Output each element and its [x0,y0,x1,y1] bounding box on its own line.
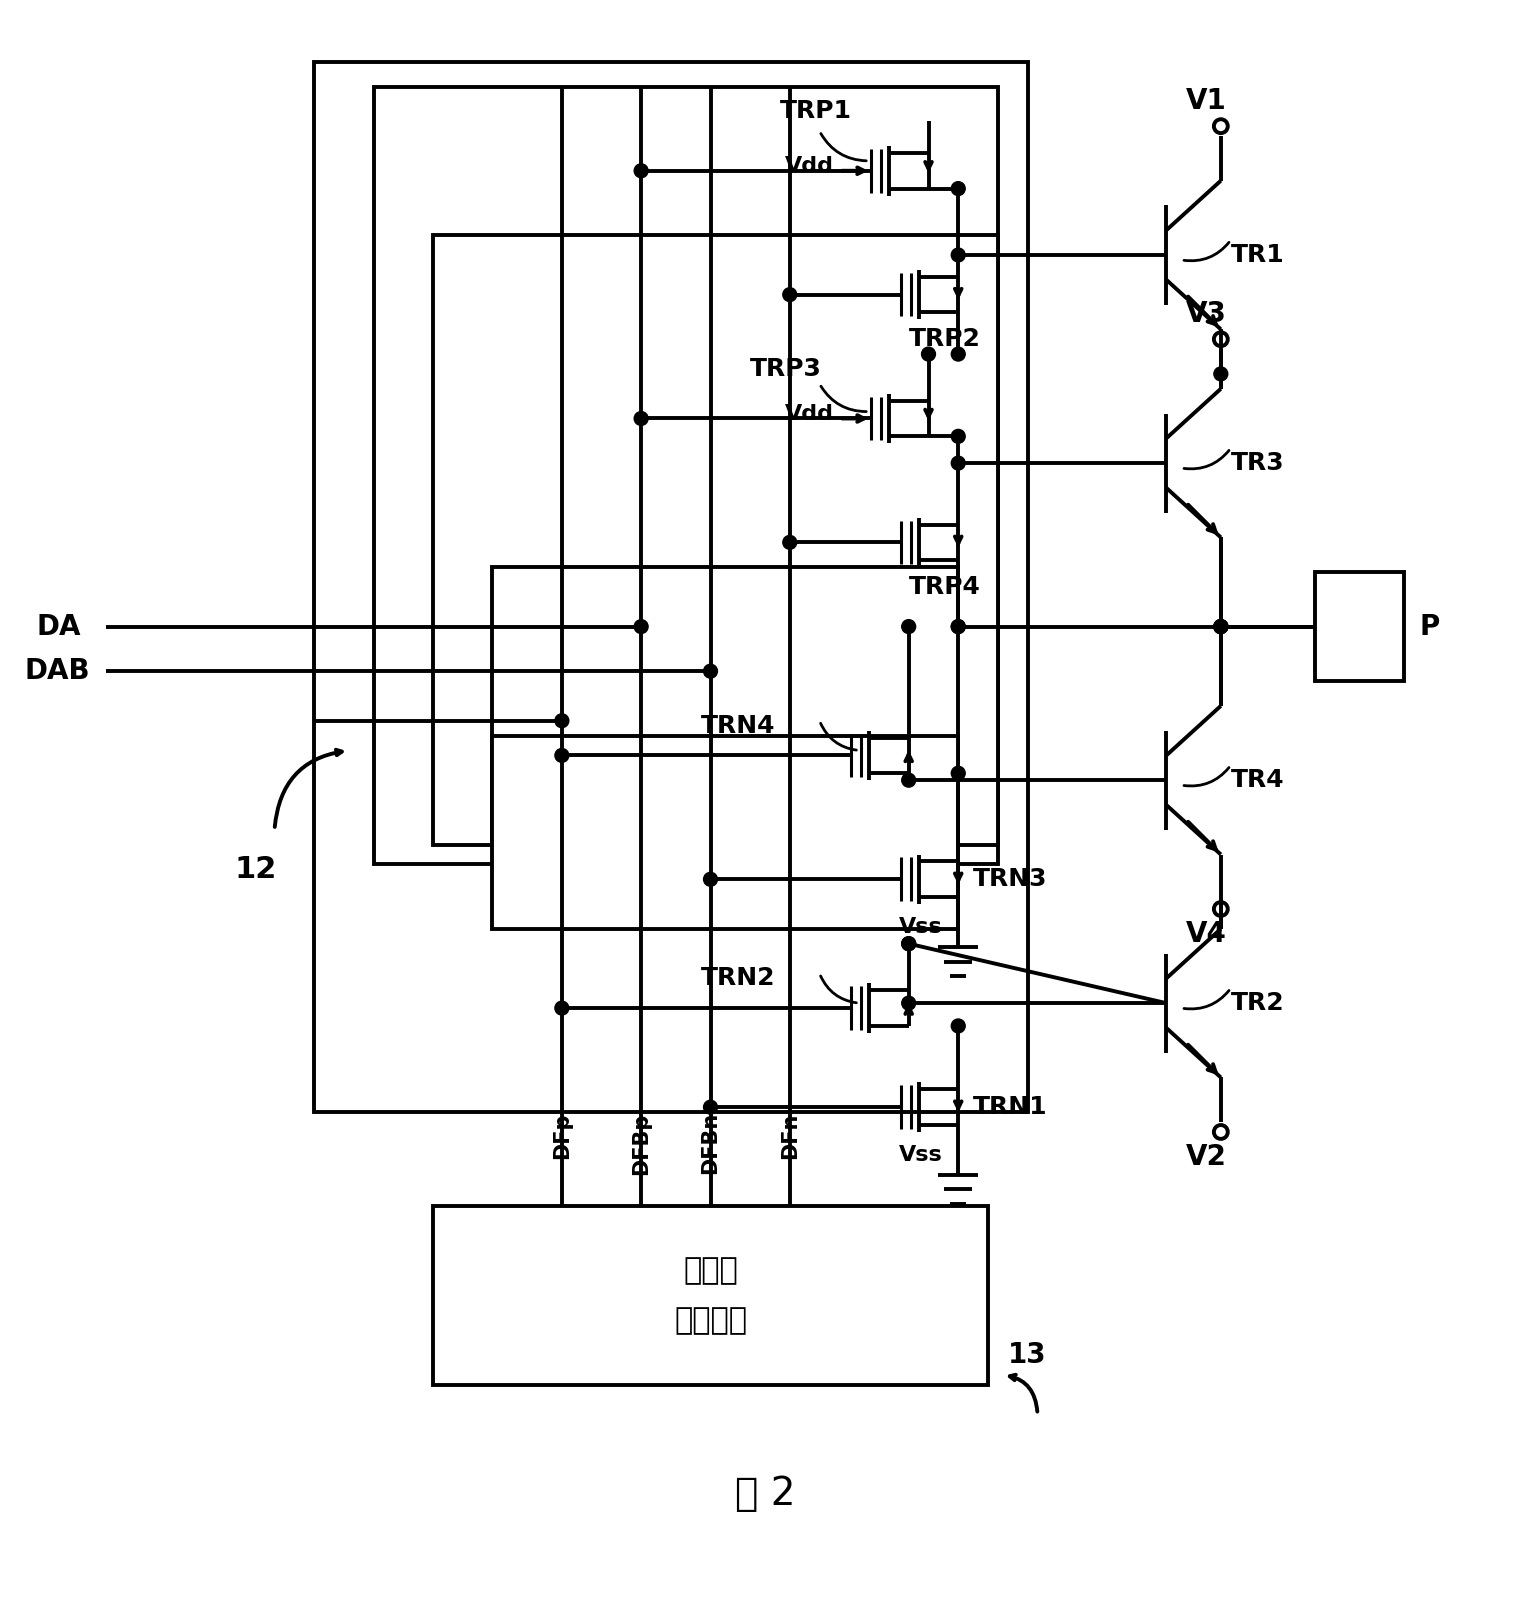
Circle shape [1214,620,1228,634]
Circle shape [951,248,965,263]
Bar [1315,572,1404,680]
Circle shape [554,1001,570,1015]
Text: TR1: TR1 [1231,243,1285,267]
Text: TRN2: TRN2 [701,967,775,991]
Text: TRN4: TRN4 [701,714,775,738]
Text: P: P [1419,613,1439,640]
Circle shape [951,620,965,634]
Circle shape [922,347,935,360]
Text: DAB: DAB [24,656,90,685]
Circle shape [1214,620,1228,634]
Circle shape [704,1100,718,1114]
Text: DA: DA [37,613,81,640]
Circle shape [1214,620,1228,634]
Text: V3: V3 [1187,301,1226,328]
Text: TRP1: TRP1 [779,99,851,123]
Circle shape [1214,333,1228,346]
Circle shape [902,937,916,951]
Circle shape [704,664,718,679]
Circle shape [704,873,718,887]
Circle shape [554,714,570,728]
Bar [493,567,958,839]
Text: V4: V4 [1187,921,1226,948]
Circle shape [951,1018,965,1033]
Circle shape [634,620,648,634]
Bar [433,1206,987,1385]
Circle shape [634,411,648,426]
Text: Vdd: Vdd [785,403,834,424]
Text: TRN1: TRN1 [974,1095,1047,1119]
Circle shape [1214,367,1228,381]
Circle shape [951,620,965,634]
Text: V2: V2 [1187,1143,1226,1170]
Circle shape [951,347,965,360]
Bar [314,62,1027,1113]
Text: 12: 12 [234,855,277,884]
Circle shape [902,773,916,788]
Text: TRP3: TRP3 [750,357,822,381]
Circle shape [554,749,570,762]
Text: DFBp: DFBp [631,1113,651,1175]
Text: Vss: Vss [899,1145,943,1166]
Circle shape [1214,901,1228,916]
Circle shape [902,937,916,951]
Bar [493,735,958,929]
Circle shape [1214,1126,1228,1138]
Text: TR2: TR2 [1231,991,1285,1015]
Circle shape [782,288,796,301]
Text: 图 2: 图 2 [735,1475,795,1513]
Text: TR4: TR4 [1231,768,1285,792]
Bar [433,235,998,845]
Circle shape [902,620,916,634]
Text: Vdd: Vdd [785,155,834,176]
Text: Vss: Vss [899,917,943,937]
Circle shape [951,767,965,780]
Text: DFp: DFp [551,1113,573,1159]
Bar [374,86,998,865]
Circle shape [902,996,916,1010]
Circle shape [782,535,796,549]
Circle shape [634,163,648,178]
Text: V1: V1 [1187,88,1226,115]
Text: TRP2: TRP2 [909,327,980,351]
Text: DFBn: DFBn [701,1113,721,1175]
Text: TRP4: TRP4 [909,575,980,599]
Circle shape [951,181,965,195]
Text: DFn: DFn [779,1113,799,1159]
Circle shape [951,429,965,443]
Circle shape [951,456,965,471]
Circle shape [1214,620,1228,634]
Circle shape [1214,118,1228,133]
Text: 13: 13 [1007,1342,1046,1369]
Text: TRN3: TRN3 [974,868,1047,892]
Text: 场信号: 场信号 [683,1257,738,1286]
Text: TR3: TR3 [1231,451,1285,475]
Text: 发生电路: 发生电路 [674,1306,747,1335]
